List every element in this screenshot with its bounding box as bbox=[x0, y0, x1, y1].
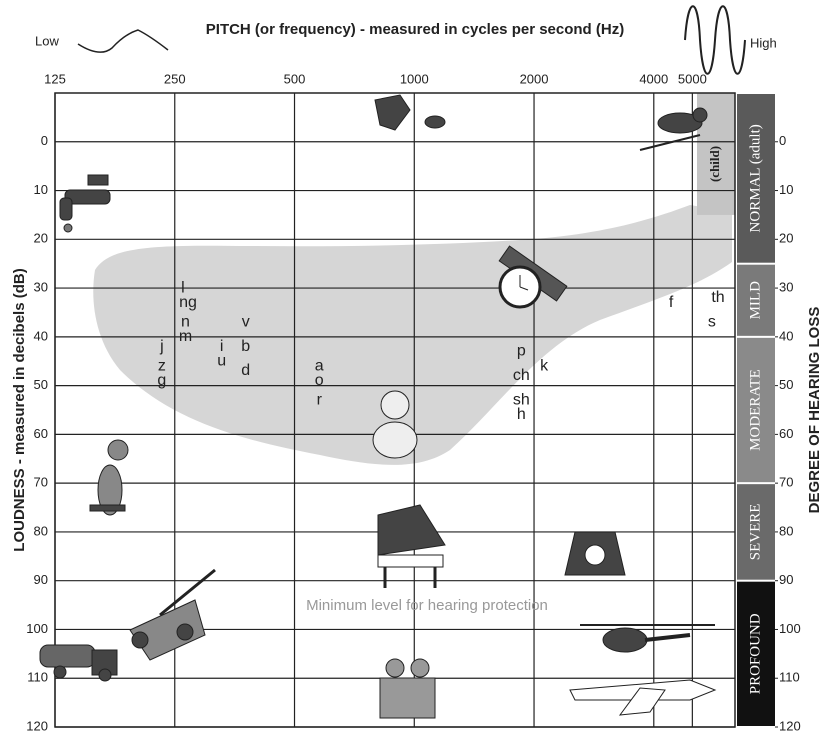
speech-sound: k bbox=[540, 357, 549, 374]
x-tick-label: 4000 bbox=[639, 71, 668, 86]
y-tick-label: 100 bbox=[26, 621, 48, 636]
x-tick-label: 250 bbox=[164, 71, 186, 86]
speech-sound: o bbox=[315, 372, 324, 389]
band-icon bbox=[380, 659, 435, 718]
speech-sound: ch bbox=[513, 367, 530, 384]
y-tick-label: 0 bbox=[41, 133, 48, 148]
speech-sound: h bbox=[517, 406, 526, 423]
dog-icon bbox=[90, 440, 128, 515]
x-tick-label: 2000 bbox=[520, 71, 549, 86]
y2-tick-label: 10 bbox=[779, 182, 793, 197]
speech-sound: j bbox=[159, 338, 164, 355]
y2-tick-label: 20 bbox=[779, 231, 793, 246]
y-tick-label: 30 bbox=[34, 280, 48, 295]
chart-title: PITCH (or frequency) - measured in cycle… bbox=[206, 21, 624, 38]
low-label: Low bbox=[35, 33, 59, 48]
y-tick-label: 90 bbox=[34, 572, 48, 587]
y-tick-label: 110 bbox=[27, 670, 48, 685]
y2-tick-label: 60 bbox=[779, 426, 793, 441]
y-tick-label: 40 bbox=[34, 328, 48, 343]
truck-icon bbox=[40, 645, 117, 681]
y-tick-label: 80 bbox=[34, 523, 48, 538]
x-tick-label: 500 bbox=[284, 71, 306, 86]
x-tick-label: 125 bbox=[44, 71, 66, 86]
y2-tick-label: 30 bbox=[779, 280, 793, 295]
degree-label: NORMAL (adult) bbox=[747, 124, 763, 232]
plane-icon bbox=[570, 680, 715, 715]
y-tick-label: 70 bbox=[34, 475, 48, 490]
y2-tick-label: 40 bbox=[779, 328, 793, 343]
speech-sound: r bbox=[317, 391, 323, 408]
speech-sound: s bbox=[708, 313, 716, 330]
speech-sound: u bbox=[217, 352, 226, 369]
speech-sound: m bbox=[179, 328, 192, 345]
bird-icon bbox=[640, 108, 707, 150]
high-wave bbox=[685, 6, 745, 74]
degree-label: MODERATE bbox=[747, 369, 763, 451]
child-label: (child) bbox=[707, 146, 722, 182]
x-tick-label: 1000 bbox=[400, 71, 429, 86]
degree-label: PROFOUND bbox=[747, 613, 763, 694]
speech-sound: b bbox=[241, 338, 250, 355]
faucet-icon bbox=[60, 175, 110, 232]
high-label: High bbox=[750, 35, 777, 50]
y-tick-label: 20 bbox=[34, 231, 48, 246]
speech-sound: g bbox=[157, 372, 166, 389]
speech-sound: ng bbox=[179, 294, 197, 311]
chart: Low PITCH (or frequency) - measured in c… bbox=[0, 0, 825, 740]
y2-tick-label: 100 bbox=[779, 621, 801, 636]
x-tick-label: 5000 bbox=[678, 71, 707, 86]
y-axis-label: LOUDNESS - measured in decibels (dB) bbox=[11, 268, 28, 551]
y-tick-label: 10 bbox=[34, 182, 48, 197]
y2-tick-label: 90 bbox=[779, 572, 793, 587]
y2-tick-label: 120 bbox=[779, 718, 801, 733]
y2-axis-label: DEGREE OF HEARING LOSS bbox=[806, 307, 823, 514]
speech-sound: f bbox=[669, 294, 674, 311]
speech-sound: th bbox=[711, 289, 724, 306]
mower-icon bbox=[130, 570, 215, 660]
speech-sound: p bbox=[517, 343, 526, 360]
phone-icon bbox=[565, 532, 625, 575]
y2-tick-label: 0 bbox=[779, 133, 786, 148]
y2-tick-label: 70 bbox=[779, 475, 793, 490]
speech-sound: v bbox=[242, 313, 250, 330]
annotation: Minimum level for hearing protection bbox=[306, 597, 548, 614]
degree-label: MILD bbox=[747, 281, 763, 319]
y2-tick-label: 50 bbox=[779, 377, 793, 392]
low-wave bbox=[78, 30, 168, 52]
y2-tick-label: 80 bbox=[779, 523, 793, 538]
degree-label: SEVERE bbox=[747, 504, 763, 561]
piano-icon bbox=[378, 505, 445, 588]
y-tick-label: 120 bbox=[26, 718, 48, 733]
y2-tick-label: 110 bbox=[779, 670, 800, 685]
speech-sound: d bbox=[241, 362, 250, 379]
y-tick-label: 50 bbox=[34, 377, 48, 392]
leaves-icon bbox=[375, 95, 445, 130]
y-tick-label: 60 bbox=[34, 426, 48, 441]
